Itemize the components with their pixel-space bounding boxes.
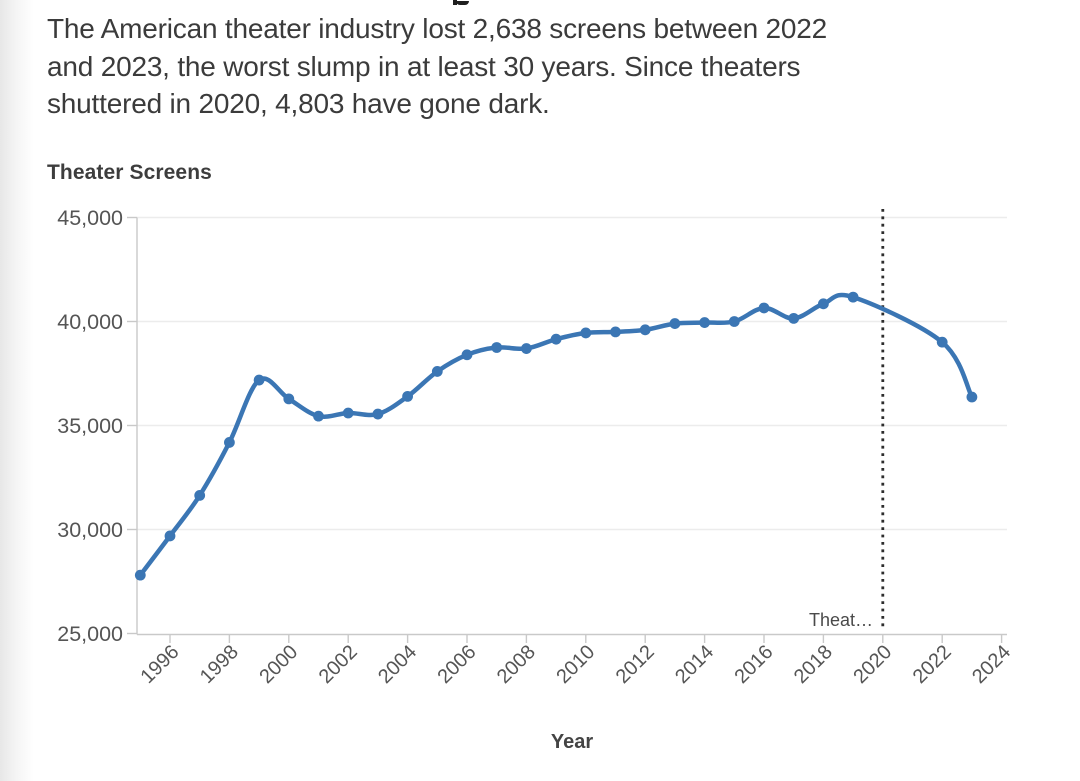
theater-screens-line-chart: 25,000 30,000 35,000 40,000 45,000 1996 1998 20… [57, 206, 1015, 753]
x-tick-label: 2016 [731, 641, 778, 688]
data-point-marker [788, 312, 800, 324]
data-point-marker [224, 437, 235, 448]
data-point-marker [491, 342, 503, 353]
cropped-headline-fragment [456, 1, 469, 5]
data-point-marker [431, 366, 443, 377]
y-tick-label: 45,000 [57, 206, 123, 230]
data-point-marker [699, 317, 710, 328]
axes [127, 216, 1007, 643]
data-point-marker [936, 336, 948, 348]
x-tick-label: 2000 [255, 641, 302, 688]
data-point-marker [253, 374, 265, 386]
data-point-marker [194, 489, 206, 501]
data-point-marker [283, 393, 295, 405]
x-tick-label: 2024 [968, 641, 1015, 688]
data-point-marker [550, 333, 562, 345]
data-point-marker [580, 327, 592, 339]
y-tick-label: 35,000 [57, 414, 123, 438]
y-tick-label: 30,000 [57, 518, 123, 542]
x-tick-label: 1996 [137, 641, 184, 688]
x-axis-title: Year [551, 731, 593, 753]
data-point-marker [372, 408, 384, 420]
x-tick-label: 2022 [909, 641, 956, 688]
data-point-marker [758, 302, 770, 314]
chart-title: Theater Screens [47, 161, 212, 184]
x-tick-label: 2010 [552, 641, 599, 688]
intro-line-2: and 2023, the worst slump in at least 30… [47, 50, 801, 82]
y-tick-label: 40,000 [57, 310, 123, 334]
data-point-marker [521, 343, 532, 354]
reference-line-annotation: Theat… [809, 610, 873, 630]
data-point-marker [966, 391, 978, 403]
data-point-marker [669, 318, 681, 329]
cropped-headline-fragment [453, 0, 457, 5]
data-point-marker [164, 530, 176, 542]
data-point-marker [610, 326, 621, 338]
data-point-marker [342, 407, 354, 419]
intro-line-1: The American theater industry lost 2,638… [47, 13, 828, 44]
x-tick-label: 2002 [315, 641, 362, 688]
x-tick-label: 2004 [374, 641, 421, 688]
data-series [134, 291, 978, 581]
x-tick-label: 2018 [790, 641, 837, 688]
x-tick-label: 2020 [849, 641, 896, 688]
data-point-marker [728, 316, 740, 327]
intro-line-3: shuttered in 2020, 4,803 have gone dark. [47, 88, 550, 120]
x-tick-label: 2012 [612, 641, 659, 688]
x-tick-label: 2008 [493, 641, 540, 688]
intro-paragraph: The American theater industry lost 2,638… [47, 10, 827, 123]
data-point-marker [134, 569, 146, 581]
gridlines [137, 216, 1007, 531]
x-tick-label: 2014 [671, 641, 718, 688]
data-point-marker [847, 291, 859, 303]
data-point-marker [639, 324, 651, 336]
data-point-marker [818, 298, 829, 310]
data-point-marker [461, 349, 473, 361]
x-tick-label: 2006 [434, 641, 481, 688]
y-tick-label: 25,000 [57, 622, 123, 646]
data-point-marker [313, 410, 324, 422]
x-tick-label: 1998 [196, 641, 243, 688]
data-point-marker [402, 390, 413, 402]
